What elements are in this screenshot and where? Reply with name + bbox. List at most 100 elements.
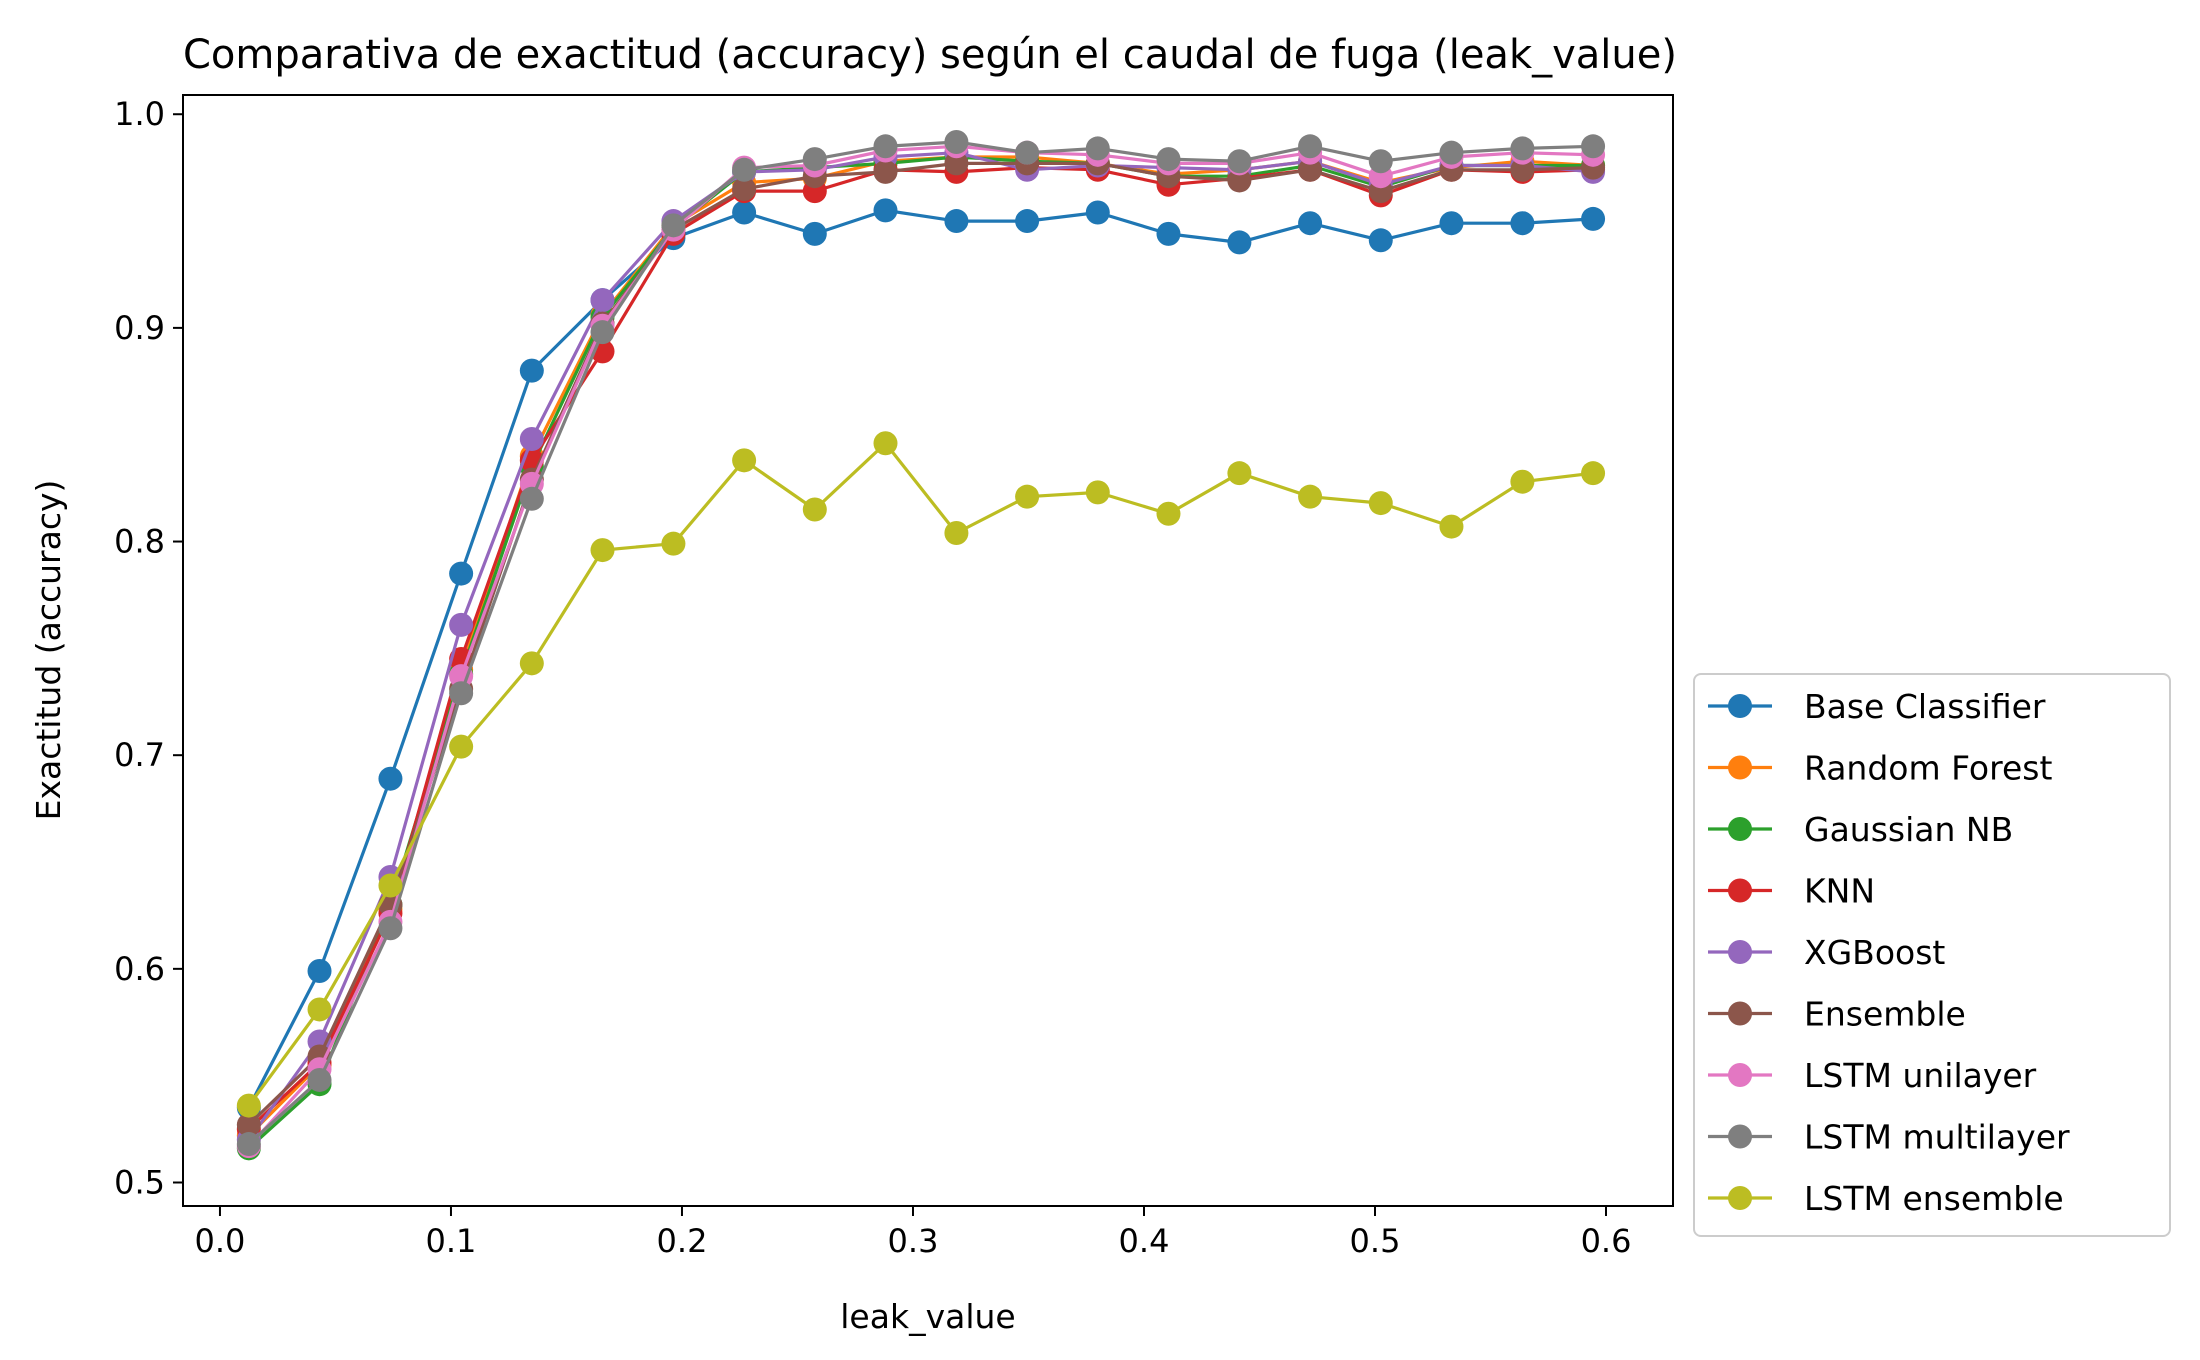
x-axis-label: leak_value xyxy=(840,1297,1015,1336)
data-point xyxy=(590,288,615,313)
x-tick-label: 0.3 xyxy=(888,1222,939,1260)
legend-item: Base Classifier xyxy=(1708,687,2046,726)
series-line xyxy=(247,144,1594,1148)
legend-label: Gaussian NB xyxy=(1804,810,2013,849)
series-3 xyxy=(236,155,1606,1142)
series-0 xyxy=(236,198,1606,1120)
data-point xyxy=(1439,140,1464,165)
data-point xyxy=(1510,469,1535,494)
legend-item: XGBoost xyxy=(1708,933,1945,972)
legend-marker xyxy=(1728,694,1752,718)
plot-frame xyxy=(182,94,1674,1207)
legend-marker xyxy=(1728,1124,1752,1149)
data-point xyxy=(1298,484,1323,509)
legend-label: LSTM ensemble xyxy=(1804,1179,2064,1218)
x-tick-label: 0.2 xyxy=(657,1222,708,1260)
data-point xyxy=(1227,168,1252,193)
data-point xyxy=(519,358,544,383)
data-point xyxy=(1156,221,1181,246)
data-point xyxy=(1227,461,1252,486)
data-point xyxy=(873,134,898,159)
x-axis: 0.0 0.1 0.2 0.3 0.4 0.5 0.6 xyxy=(195,1206,1632,1260)
data-point xyxy=(307,1067,332,1092)
data-point xyxy=(944,151,969,176)
data-point xyxy=(1510,136,1535,161)
data-point xyxy=(1581,461,1606,486)
x-tick-label: 0.6 xyxy=(1581,1222,1632,1260)
legend-item: Random Forest xyxy=(1708,749,2052,788)
y-tick-label: 0.6 xyxy=(114,950,165,988)
data-point xyxy=(944,130,969,155)
chart-title: Comparativa de exactitud (accuracy) segú… xyxy=(183,32,1677,78)
data-point xyxy=(1015,209,1040,234)
data-point xyxy=(590,320,615,345)
data-point xyxy=(732,157,757,182)
data-point xyxy=(236,1112,261,1137)
legend-item: Ensemble xyxy=(1708,995,1966,1034)
data-point xyxy=(661,531,686,556)
legend-label: XGBoost xyxy=(1804,933,1945,972)
series-line xyxy=(247,155,1594,1137)
data-point xyxy=(449,734,474,759)
data-point xyxy=(307,997,332,1022)
data-point xyxy=(449,647,474,672)
series-6 xyxy=(236,134,1606,1159)
y-tick-label: 0.7 xyxy=(114,736,165,774)
data-point xyxy=(1439,211,1464,236)
series-line xyxy=(247,140,1594,1146)
legend-frame xyxy=(1693,673,2171,1237)
plot-area xyxy=(236,130,1606,1161)
series-8 xyxy=(236,431,1606,1118)
data-point xyxy=(1368,491,1393,516)
data-point xyxy=(236,1093,261,1118)
data-point xyxy=(449,561,474,586)
legend-label: Ensemble xyxy=(1804,995,1966,1034)
data-point xyxy=(449,664,474,689)
legend-marker xyxy=(1728,1001,1752,1026)
y-axis: 0.5 0.6 0.7 0.8 0.9 1.0 xyxy=(114,95,183,1201)
legend-label: KNN xyxy=(1804,872,1875,911)
data-point xyxy=(802,147,827,172)
legend: Base Classifier Random Forest Gaussian NB K… xyxy=(1693,673,2171,1237)
series-1 xyxy=(236,144,1606,1148)
data-point xyxy=(732,177,757,202)
data-point xyxy=(1581,134,1606,159)
data-point xyxy=(802,221,827,246)
data-point xyxy=(1015,484,1040,509)
y-tick-label: 0.5 xyxy=(114,1163,165,1201)
data-point xyxy=(732,448,757,473)
x-tick-label: 0.4 xyxy=(1119,1222,1170,1260)
data-point xyxy=(873,431,898,456)
series-line xyxy=(247,208,1594,1109)
data-point xyxy=(519,486,544,511)
data-point xyxy=(1298,157,1323,182)
x-tick-label: 0.5 xyxy=(1350,1222,1401,1260)
legend-label: Base Classifier xyxy=(1804,687,2046,726)
data-point xyxy=(873,159,898,184)
data-point xyxy=(1156,147,1181,172)
data-point xyxy=(236,1132,261,1157)
series-7 xyxy=(236,130,1606,1157)
data-point xyxy=(1085,480,1110,505)
y-tick-label: 1.0 xyxy=(114,95,165,133)
data-point xyxy=(1156,501,1181,526)
data-point xyxy=(1439,514,1464,539)
data-point xyxy=(519,426,544,451)
y-tick-label: 0.8 xyxy=(114,523,165,561)
legend-label: Random Forest xyxy=(1804,749,2052,788)
series-line xyxy=(247,155,1594,1150)
legend-marker xyxy=(1728,1063,1752,1087)
data-point xyxy=(1510,211,1535,236)
series-2 xyxy=(236,144,1606,1161)
data-point xyxy=(873,198,898,223)
y-axis-label: Exactitud (accuracy) xyxy=(29,480,68,821)
legend-item: LSTM unilayer xyxy=(1708,1056,2037,1095)
data-point xyxy=(378,916,403,941)
data-point xyxy=(378,766,403,791)
data-point xyxy=(1227,149,1252,174)
data-point xyxy=(1227,230,1252,255)
legend-marker xyxy=(1728,878,1752,903)
data-point xyxy=(1085,200,1110,225)
x-tick-label: 0.1 xyxy=(426,1222,477,1260)
